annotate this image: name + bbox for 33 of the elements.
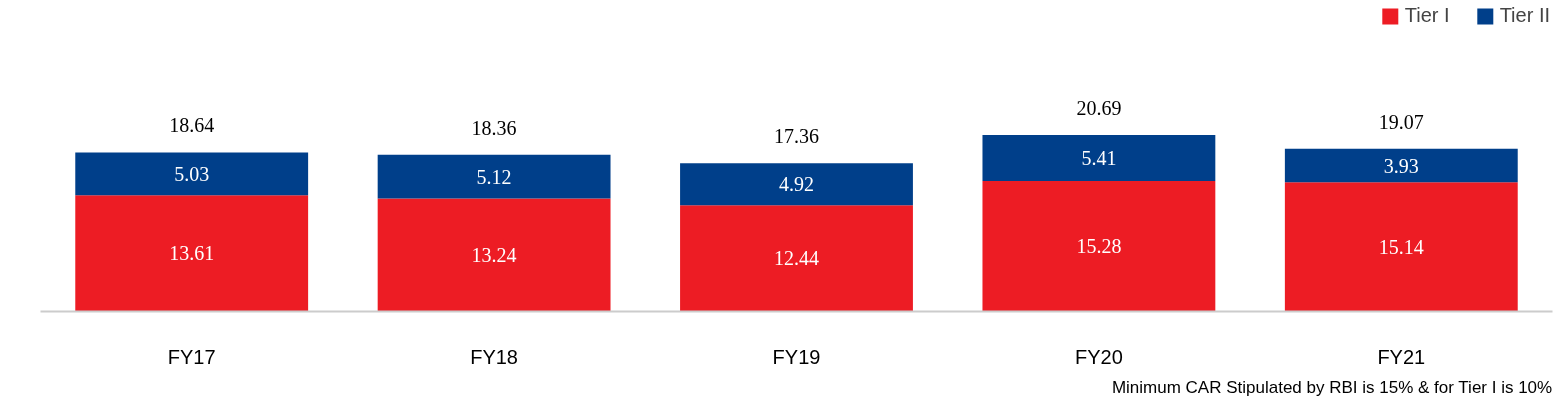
x-tick-label: FY17 (167, 345, 216, 368)
x-tick-label: FY20 (1075, 345, 1123, 368)
data-label: 5.41 (1081, 147, 1117, 170)
total-label: 18.64 (169, 114, 215, 137)
data-label: 13.61 (169, 242, 215, 265)
x-tick-label: FY18 (470, 345, 519, 368)
bar (680, 205, 913, 312)
bar (982, 134, 1216, 182)
data-label: 15.28 (1076, 235, 1122, 258)
bar (982, 181, 1216, 312)
bar (680, 163, 913, 206)
total-label: 19.07 (1378, 110, 1424, 133)
bar (1284, 148, 1518, 183)
legend-label: Tier II (1499, 4, 1550, 27)
legend-label: Tier I (1404, 4, 1450, 27)
bar (75, 195, 309, 312)
x-tick-label: FY21 (1377, 345, 1426, 368)
bar (75, 152, 309, 196)
data-label: 12.44 (774, 247, 819, 270)
data-label: 5.03 (174, 162, 210, 185)
data-label: 4.92 (779, 173, 814, 196)
x-tick-label: FY19 (772, 345, 821, 368)
total-label: 18.36 (471, 116, 517, 139)
bar (377, 154, 611, 199)
total-label: 20.69 (1076, 96, 1122, 119)
data-label: 5.12 (476, 165, 512, 188)
bar (377, 198, 611, 312)
text: Minimum CAR Stipulated by RBI is 15% & for Tier I is 10% (1111, 377, 1553, 397)
total-label: 17.36 (774, 125, 819, 148)
data-label: 3.93 (1383, 154, 1419, 177)
data-label: 15.14 (1378, 235, 1424, 258)
bar (1284, 182, 1518, 312)
data-label: 13.24 (471, 244, 517, 266)
